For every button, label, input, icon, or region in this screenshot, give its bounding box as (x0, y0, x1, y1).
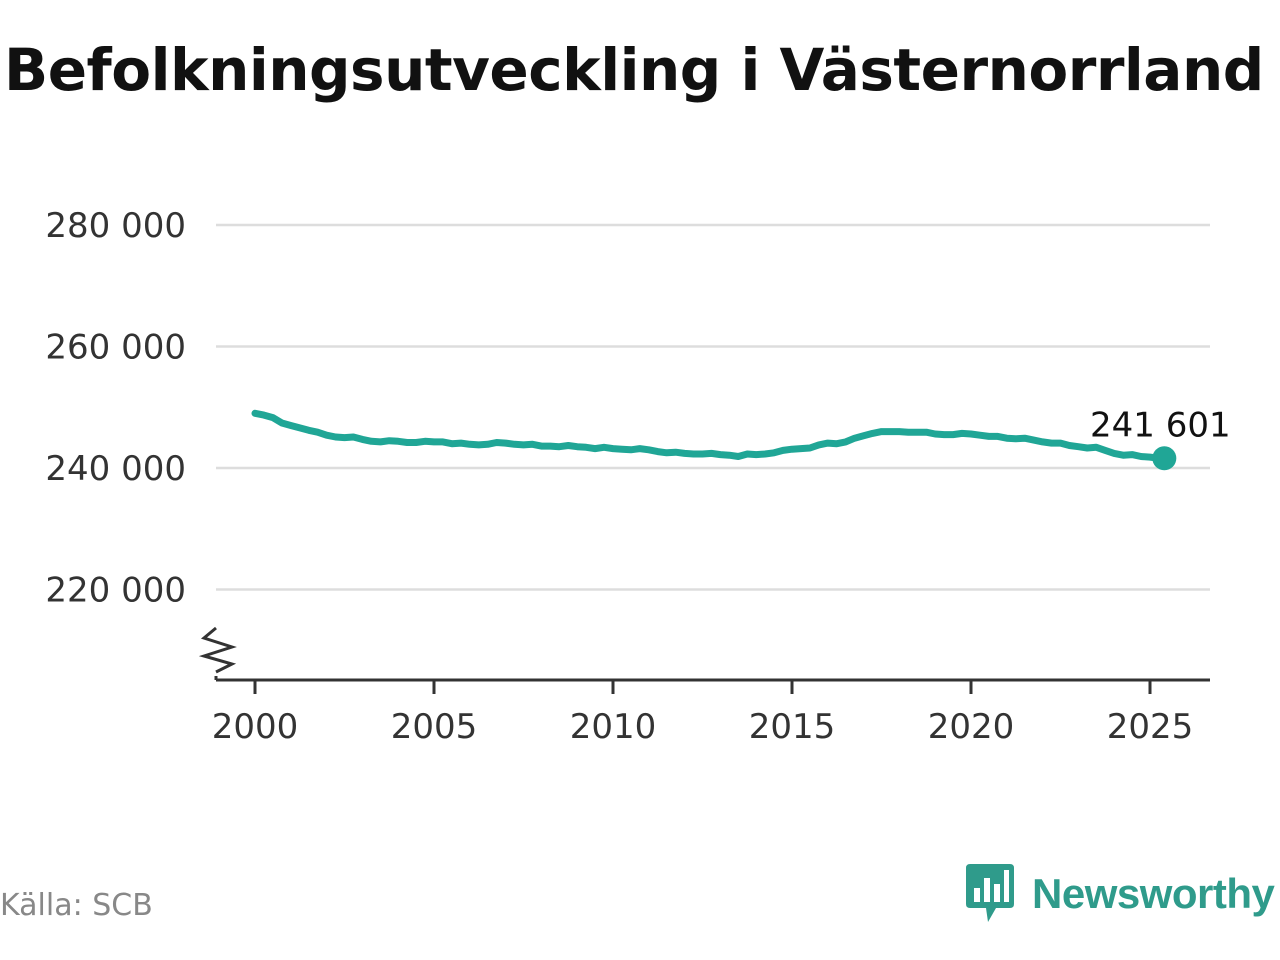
last-value-label: 241 601 (1090, 405, 1231, 445)
chart-title: Befolkningsutveckling i Västernorrland (4, 36, 1264, 104)
source-label: Källa: SCB (0, 888, 153, 923)
y-axis-ticks: 220 000 240 000 260 000 280 000 (45, 206, 237, 674)
last-point-marker (1152, 446, 1177, 471)
y-tick-label: 220 000 (45, 571, 186, 611)
brand-name: Newsworthy (1032, 870, 1275, 917)
series-layer (251, 409, 1168, 462)
x-axis: 2000 2005 2010 2015 2020 2025 (212, 676, 1210, 747)
bar-chart-speech-bubble-icon (966, 864, 1014, 922)
population-line (251, 409, 1168, 462)
gridlines (216, 223, 1210, 591)
brand-logo[interactable]: Newsworthy (964, 864, 1275, 924)
x-tick-label: 2000 (212, 707, 299, 747)
y-tick-label: 280 000 (45, 206, 186, 246)
x-tick-label: 2020 (928, 707, 1015, 747)
x-tick-label: 2010 (570, 707, 657, 747)
x-tick-label: 2005 (391, 707, 478, 747)
x-tick-label: 2015 (749, 707, 836, 747)
y-tick-label: 240 000 (45, 449, 186, 489)
y-tick-label: 260 000 (45, 328, 186, 368)
axis-break-icon (198, 626, 237, 674)
x-tick-label: 2025 (1107, 707, 1194, 747)
annotations: 241 601 (1090, 405, 1231, 471)
